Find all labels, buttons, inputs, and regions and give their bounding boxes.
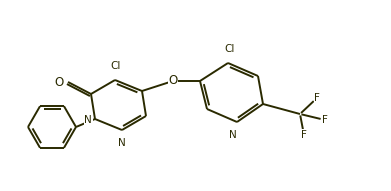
- Text: N: N: [118, 138, 126, 148]
- Text: F: F: [322, 115, 328, 125]
- Text: N: N: [84, 115, 92, 125]
- Text: F: F: [301, 130, 307, 140]
- Text: F: F: [314, 93, 320, 103]
- Text: N: N: [229, 130, 237, 140]
- Text: O: O: [169, 74, 178, 87]
- Text: Cl: Cl: [225, 44, 235, 54]
- Text: Cl: Cl: [111, 61, 121, 71]
- Text: O: O: [55, 77, 64, 90]
